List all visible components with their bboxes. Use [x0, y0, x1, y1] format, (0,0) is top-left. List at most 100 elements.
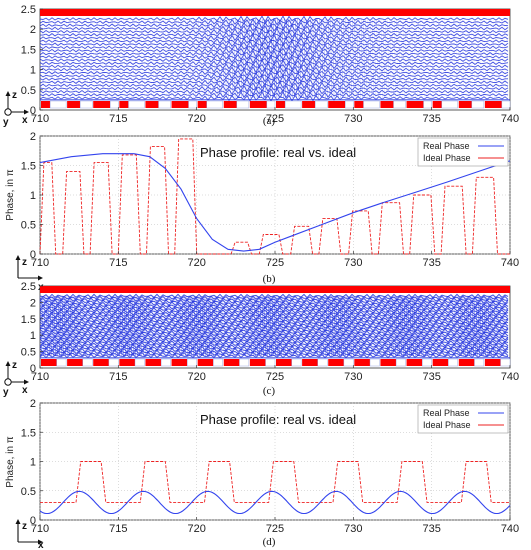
field-hatch	[191, 18, 194, 99]
field-hatch	[237, 295, 240, 357]
field-hatch	[221, 295, 224, 357]
field-hatch	[68, 18, 71, 99]
grating-bar	[67, 101, 81, 108]
field-hatch	[265, 295, 268, 357]
y-tick-label: 0	[30, 515, 36, 527]
field-hatch	[189, 18, 192, 99]
grating-bar	[197, 101, 207, 108]
field-hatch	[467, 295, 470, 357]
field-hatch	[127, 295, 130, 357]
field-hatch	[459, 295, 462, 357]
field-hatch	[442, 18, 445, 99]
grating-bar	[93, 359, 109, 366]
field-hatch	[471, 295, 474, 357]
field-hatch	[427, 295, 430, 357]
field-hatch	[209, 18, 212, 99]
field-hatch	[167, 295, 170, 357]
field-hatch	[125, 295, 128, 357]
field-hatch	[198, 18, 201, 99]
field-hatch	[433, 295, 436, 357]
x-tick-label: 715	[109, 523, 127, 535]
field-hatch	[309, 295, 312, 357]
panel-a-caption: (a)	[263, 115, 276, 127]
field-hatch	[134, 18, 137, 99]
grating-gap	[79, 100, 93, 109]
field-hatch	[444, 18, 447, 99]
axis-letter-y: y	[3, 117, 9, 128]
field-hatch	[85, 18, 88, 99]
field-hatch	[239, 295, 242, 357]
y-tick-label: 1	[30, 190, 36, 202]
field-hatch	[145, 295, 148, 357]
field-hatch	[139, 295, 142, 357]
field-hatch	[470, 18, 473, 99]
x-tick-label: 725	[266, 257, 284, 269]
field-hatch	[63, 18, 66, 99]
field-hatch	[158, 18, 161, 99]
field-hatch	[431, 18, 434, 99]
field-hatch	[437, 18, 440, 99]
field-hatch	[41, 18, 44, 99]
field-hatch	[169, 295, 172, 357]
field-hatch	[317, 295, 320, 357]
field-hatch	[455, 18, 458, 99]
field-hatch	[200, 18, 203, 99]
field-hatch	[291, 295, 294, 357]
field-hatch	[286, 18, 289, 99]
axis-letter-z: z	[22, 257, 27, 268]
legend-real-phase: Real Phase	[423, 408, 470, 418]
field-hatch	[345, 18, 348, 99]
field-hatch	[48, 18, 51, 99]
field-hatch	[453, 18, 456, 99]
field-hatch	[437, 295, 440, 357]
grating-bar	[484, 359, 501, 366]
grating-gap	[239, 358, 250, 367]
field-hatch	[497, 18, 500, 99]
grating-bar	[458, 359, 475, 366]
field-hatch	[347, 295, 350, 357]
grating-bar	[328, 359, 344, 366]
field-hatch	[495, 295, 498, 357]
grating-bar	[380, 101, 394, 108]
grating-gap	[395, 358, 406, 367]
x-tick-label: 735	[422, 371, 440, 383]
field-hatch	[484, 18, 487, 99]
field-hatch	[407, 295, 410, 357]
field-hatch	[426, 18, 429, 99]
field-hatch	[277, 295, 280, 357]
field-hatch	[215, 295, 218, 357]
field-hatch	[336, 18, 339, 99]
grating-gap	[236, 100, 250, 109]
grating-gap	[422, 358, 432, 367]
field-hatch	[451, 18, 454, 99]
field-hatch	[71, 295, 74, 357]
field-hatch	[399, 295, 402, 357]
panel-b-real-phase	[39, 153, 511, 252]
grating-gap	[128, 100, 145, 109]
y-tick-label: 0	[30, 249, 36, 261]
field-hatch	[495, 18, 498, 99]
field-hatch	[110, 18, 113, 99]
field-hatch	[303, 18, 306, 99]
field-hatch	[501, 18, 504, 99]
field-hatch	[114, 18, 117, 99]
field-hatch	[353, 295, 356, 357]
field-hatch	[402, 18, 405, 99]
field-stripe	[39, 84, 509, 93]
legend-ideal-phase: Ideal Phase	[423, 153, 471, 163]
field-hatch	[481, 295, 484, 357]
field-hatch	[45, 295, 48, 357]
field-hatch	[119, 295, 122, 357]
field-hatch	[180, 18, 183, 99]
grating-bar	[171, 101, 189, 108]
grating-gap	[471, 100, 485, 109]
field-hatch	[205, 295, 208, 357]
field-hatch	[389, 18, 392, 99]
field-stripe	[39, 81, 509, 90]
y-tick-label: 1.5	[21, 427, 36, 439]
grating-gap	[158, 100, 171, 109]
field-hatch	[415, 18, 418, 99]
grating-bar	[328, 101, 346, 108]
field-hatch	[365, 18, 368, 99]
x-tick-label: 720	[187, 523, 205, 535]
